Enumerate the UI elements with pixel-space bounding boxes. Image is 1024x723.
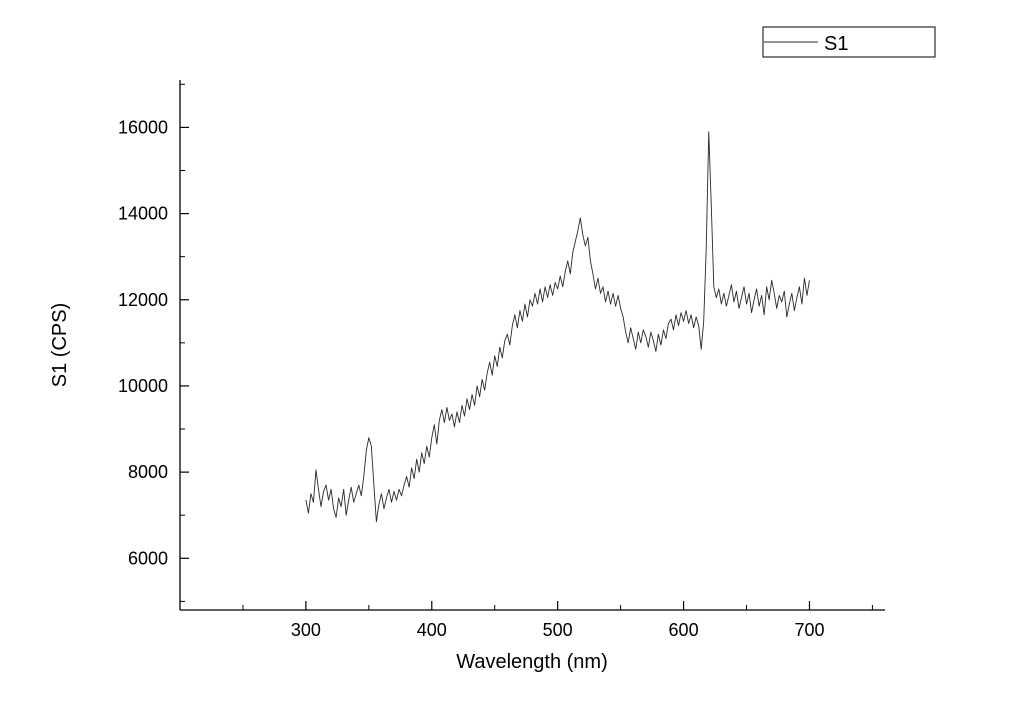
y-axis-tick-labels: 6000 8000 10000 12000 14000 16000: [118, 117, 168, 568]
y-tick-label: 14000: [118, 204, 168, 224]
x-tick-label: 400: [417, 620, 447, 640]
y-tick-label: 12000: [118, 290, 168, 310]
y-tick-label: 16000: [118, 117, 168, 137]
y-tick-label: 6000: [128, 548, 168, 568]
x-axis: 300 400 500 600 700: [180, 601, 885, 640]
y-tick-label: 8000: [128, 462, 168, 482]
y-axis-ticks: [180, 83, 189, 602]
x-tick-label: 700: [794, 620, 824, 640]
y-tick-label: 10000: [118, 376, 168, 396]
x-tick-label: 300: [291, 620, 321, 640]
spectrum-line-s1: [305, 131, 810, 523]
legend-label-s1: S1: [824, 33, 848, 55]
x-axis-tick-labels: 300 400 500 600 700: [291, 620, 825, 640]
x-axis-title: Wavelength (nm): [456, 651, 608, 673]
y-axis-title: S1 (CPS): [49, 303, 71, 387]
y-axis: 6000 8000 10000 12000 14000 16000: [118, 80, 189, 610]
legend: S1: [762, 26, 936, 58]
x-axis-ticks: [242, 601, 873, 610]
x-tick-label: 600: [669, 620, 699, 640]
x-tick-label: 500: [543, 620, 573, 640]
